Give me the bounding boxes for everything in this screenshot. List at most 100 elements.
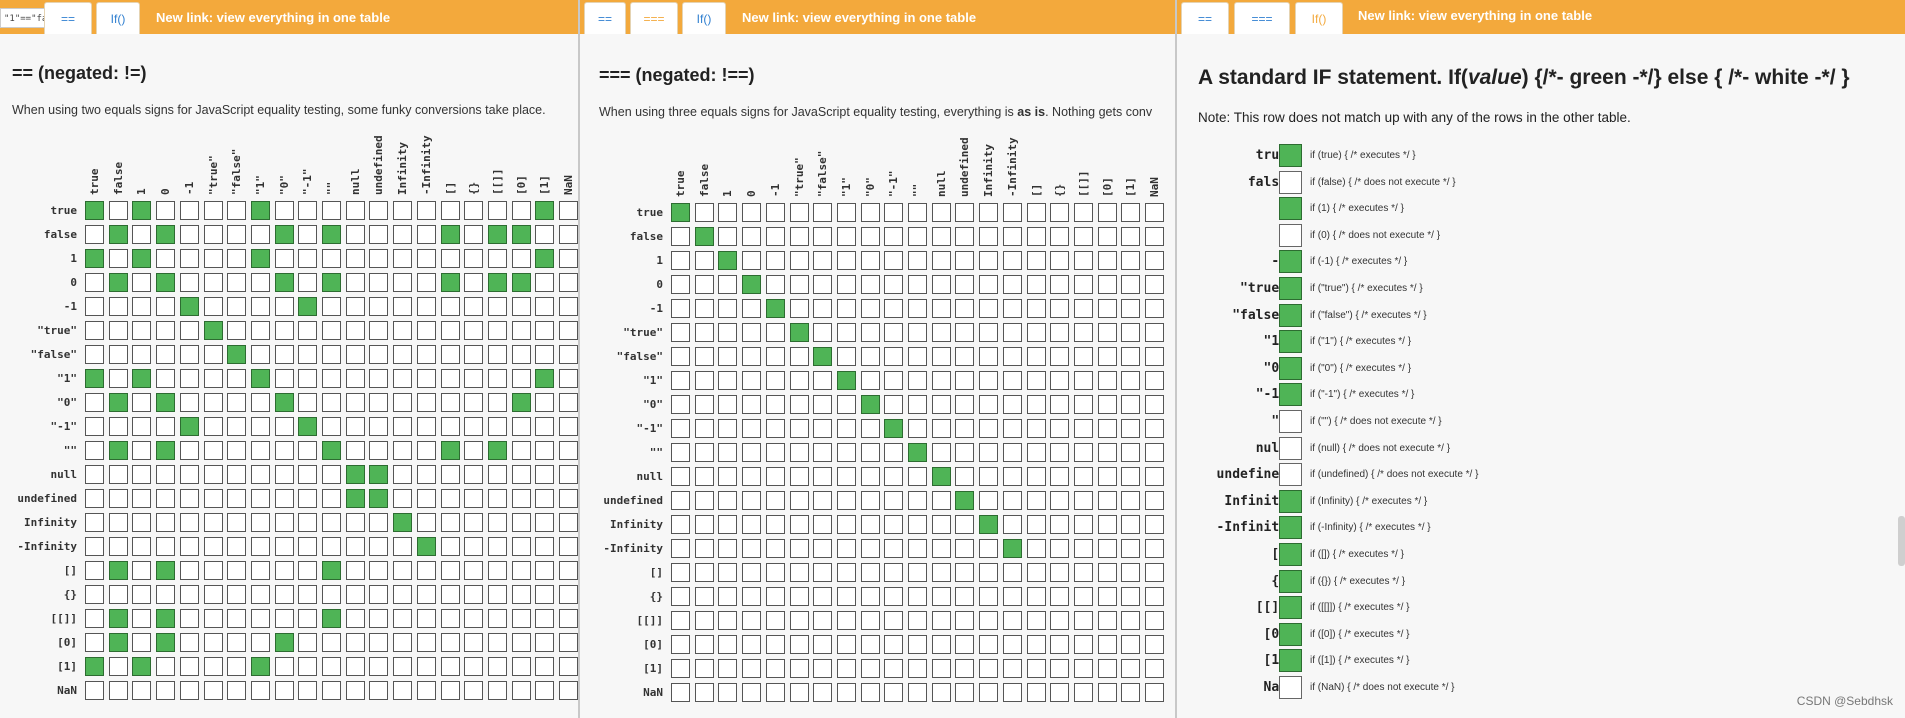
grid-cell[interactable]	[156, 465, 176, 484]
grid-cell[interactable]	[836, 227, 856, 246]
grid-cell[interactable]	[1002, 323, 1022, 342]
grid-cell[interactable]	[322, 681, 341, 700]
grid-cell[interactable]	[464, 273, 484, 292]
grid-cell[interactable]	[464, 561, 484, 580]
grid-cell[interactable]	[440, 465, 460, 484]
grid-cell[interactable]	[156, 585, 176, 604]
grid-cell[interactable]	[884, 299, 904, 318]
grid-cell[interactable]	[179, 321, 199, 340]
grid-cell[interactable]	[860, 275, 880, 294]
grid-cell[interactable]	[274, 489, 294, 508]
grid-cell-equal[interactable]	[274, 225, 294, 244]
grid-cell[interactable]	[227, 297, 247, 316]
grid-cell[interactable]	[227, 489, 247, 508]
grid-cell[interactable]	[742, 419, 762, 438]
grid-cell[interactable]	[85, 585, 104, 604]
grid-cell[interactable]	[1097, 443, 1117, 462]
grid-cell[interactable]	[1002, 491, 1022, 510]
grid-cell[interactable]	[694, 539, 714, 558]
grid-cell[interactable]	[369, 201, 389, 220]
grid-cell[interactable]	[694, 659, 714, 678]
grid-cell[interactable]	[1073, 491, 1093, 510]
grid-cell[interactable]	[250, 681, 270, 700]
if-result-false[interactable]	[1279, 223, 1302, 247]
grid-cell[interactable]	[694, 515, 714, 534]
grid-cell[interactable]	[274, 537, 294, 556]
grid-cell[interactable]	[179, 465, 199, 484]
grid-cell[interactable]	[393, 393, 413, 412]
grid-cell[interactable]	[1073, 683, 1093, 702]
grid-cell[interactable]	[203, 441, 223, 460]
grid-cell[interactable]	[250, 561, 270, 580]
grid-cell[interactable]	[511, 585, 531, 604]
grid-cell[interactable]	[789, 227, 809, 246]
grid-cell[interactable]	[860, 347, 880, 366]
grid-cell[interactable]	[369, 537, 389, 556]
grid-cell[interactable]	[908, 323, 927, 342]
grid-cell[interactable]	[813, 467, 833, 486]
grid-cell[interactable]	[836, 395, 856, 414]
grid-cell[interactable]	[250, 297, 270, 316]
grid-cell[interactable]	[464, 609, 484, 628]
grid-cell[interactable]	[813, 515, 833, 534]
grid-cell[interactable]	[179, 273, 199, 292]
grid-cell[interactable]	[813, 611, 833, 630]
grid-cell[interactable]	[1145, 275, 1164, 294]
grid-cell[interactable]	[931, 203, 951, 222]
grid-cell[interactable]	[85, 633, 104, 652]
grid-cell[interactable]	[322, 417, 341, 436]
grid-cell[interactable]	[1121, 635, 1141, 654]
grid-cell[interactable]	[1097, 683, 1117, 702]
tab-triple-equals[interactable]: ===	[1234, 2, 1290, 34]
grid-cell[interactable]	[718, 323, 738, 342]
grid-cell[interactable]	[559, 561, 578, 580]
grid-cell[interactable]	[156, 345, 176, 364]
grid-cell[interactable]	[416, 561, 436, 580]
grid-cell[interactable]	[694, 635, 714, 654]
grid-cell[interactable]	[1073, 323, 1093, 342]
grid-cell[interactable]	[250, 489, 270, 508]
grid-cell[interactable]	[322, 537, 341, 556]
grid-cell[interactable]	[1121, 227, 1141, 246]
if-result-true[interactable]	[1279, 356, 1302, 380]
grid-cell-equal[interactable]	[322, 441, 341, 460]
grid-cell-equal[interactable]	[108, 441, 128, 460]
grid-cell[interactable]	[203, 561, 223, 580]
grid-cell[interactable]	[1097, 539, 1117, 558]
grid-cell[interactable]	[440, 393, 460, 412]
grid-cell-equal[interactable]	[132, 201, 152, 220]
grid-cell[interactable]	[1002, 515, 1022, 534]
grid-cell[interactable]	[440, 249, 460, 268]
grid-cell[interactable]	[511, 249, 531, 268]
grid-cell[interactable]	[1121, 347, 1141, 366]
grid-cell[interactable]	[511, 513, 531, 532]
grid-cell[interactable]	[813, 395, 833, 414]
grid-cell[interactable]	[1145, 611, 1164, 630]
grid-cell[interactable]	[108, 369, 128, 388]
grid-cell[interactable]	[559, 465, 578, 484]
grid-cell[interactable]	[813, 299, 833, 318]
grid-cell[interactable]	[1002, 203, 1022, 222]
grid-cell[interactable]	[227, 417, 247, 436]
grid-cell-equal[interactable]	[85, 249, 104, 268]
grid-cell[interactable]	[108, 417, 128, 436]
grid-cell[interactable]	[1097, 227, 1117, 246]
grid-cell[interactable]	[156, 201, 176, 220]
grid-cell[interactable]	[108, 657, 128, 676]
grid-cell[interactable]	[1002, 611, 1022, 630]
grid-cell-equal[interactable]	[440, 273, 460, 292]
grid-cell[interactable]	[393, 657, 413, 676]
grid-cell[interactable]	[671, 539, 690, 558]
if-result-true[interactable]	[1279, 489, 1302, 513]
grid-cell[interactable]	[765, 587, 785, 606]
grid-cell[interactable]	[298, 321, 318, 340]
grid-cell[interactable]	[1026, 635, 1046, 654]
grid-cell[interactable]	[836, 323, 856, 342]
grid-cell[interactable]	[108, 345, 128, 364]
grid-cell[interactable]	[1145, 635, 1164, 654]
grid-cell[interactable]	[298, 681, 318, 700]
grid-cell[interactable]	[1002, 443, 1022, 462]
grid-cell[interactable]	[718, 299, 738, 318]
grid-cell[interactable]	[487, 681, 507, 700]
grid-cell-equal[interactable]	[535, 201, 555, 220]
